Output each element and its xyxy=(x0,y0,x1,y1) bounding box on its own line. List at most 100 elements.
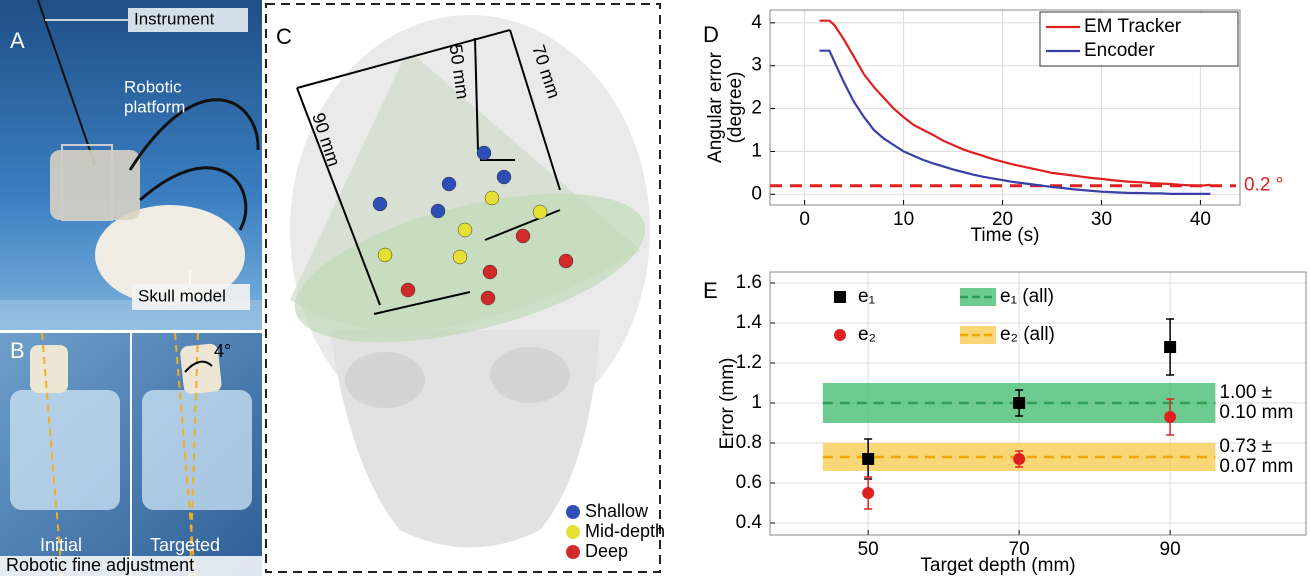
x-tick-label: 70 xyxy=(1009,539,1030,560)
data-point xyxy=(1013,453,1026,465)
x-tick-label: 30 xyxy=(1091,209,1112,230)
panel-label: C xyxy=(276,24,292,49)
legend-marker xyxy=(566,505,580,519)
band-label: 0.07 mm xyxy=(1219,456,1293,477)
y-tick-label: 0.4 xyxy=(736,512,763,533)
y-tick-label: 0.8 xyxy=(736,432,762,453)
dimension-line xyxy=(474,37,479,151)
legend-label: e₂ (all) xyxy=(1000,324,1055,345)
legend-label: Deep xyxy=(585,541,628,561)
data-point xyxy=(1013,397,1026,409)
x-tick-label: 20 xyxy=(992,209,1013,230)
y-tick-label: 3 xyxy=(751,55,762,76)
y-tick-label: 1 xyxy=(751,392,762,413)
legend-label: Shallow xyxy=(585,501,649,521)
instrument-head xyxy=(180,343,222,394)
data-point xyxy=(1164,411,1177,423)
target-sphere xyxy=(476,145,492,161)
y-tick-label: 2 xyxy=(751,98,762,119)
target-sphere xyxy=(457,222,473,238)
target-sphere xyxy=(532,204,548,220)
target-sphere xyxy=(482,264,498,280)
x-tick-label: 10 xyxy=(893,209,914,230)
target-sphere xyxy=(480,290,496,306)
legend-label: e₁ (all) xyxy=(1000,286,1054,307)
target-sphere xyxy=(372,196,388,212)
axis-guide xyxy=(189,332,199,576)
legend-marker xyxy=(566,545,580,559)
cone-base xyxy=(294,193,646,343)
data-point xyxy=(862,487,875,499)
instrument-head xyxy=(30,345,68,393)
band-label: 1.00 ± xyxy=(1219,382,1272,403)
axis-guide xyxy=(174,332,196,576)
angle-arc xyxy=(184,360,213,373)
skull-model xyxy=(95,205,245,305)
y-axis-label: (degree) xyxy=(725,72,746,144)
legend-label: Mid-depth xyxy=(585,521,665,541)
angle-label: 4° xyxy=(214,341,231,361)
y-tick-label: 1.2 xyxy=(736,352,762,373)
dimension-line xyxy=(296,87,381,306)
data-line xyxy=(819,49,1211,195)
plot-frame xyxy=(769,9,1241,206)
caption-box xyxy=(0,556,262,576)
device xyxy=(10,390,120,510)
callout: Instrument xyxy=(134,9,215,28)
legend-label: e₂ xyxy=(858,324,876,345)
device xyxy=(142,390,252,510)
panel-b: B 4° Initial Targeted Robotic fine adjus… xyxy=(0,332,262,576)
y-axis-label: Angular error xyxy=(705,51,726,163)
orbit xyxy=(345,352,425,408)
target-sphere xyxy=(515,228,531,244)
y-tick-label: 1 xyxy=(751,140,762,161)
target-sphere xyxy=(452,249,468,265)
legend-label: Encoder xyxy=(1084,40,1155,61)
target-sphere xyxy=(441,176,457,192)
data-point xyxy=(862,453,875,465)
panel-label: B xyxy=(10,338,25,363)
panel-label: A xyxy=(10,28,25,53)
legend-box xyxy=(1039,11,1239,67)
legend-label: e₁ xyxy=(858,286,875,307)
callout: Skull model xyxy=(138,286,226,305)
panel-a: A Instrument Robotic platform Skull mode… xyxy=(0,0,262,330)
x-tick-label: 0 xyxy=(799,209,810,230)
target-sphere xyxy=(496,169,512,185)
data-line xyxy=(819,19,1211,187)
legend-marker xyxy=(834,291,846,303)
y-tick-label: 0.6 xyxy=(736,472,762,493)
axis-guide xyxy=(41,332,63,576)
callout-box xyxy=(132,284,250,310)
y-tick-label: 4 xyxy=(751,12,762,33)
legend-marker xyxy=(834,329,846,341)
band-label: 0.10 mm xyxy=(1219,402,1293,423)
dimension-line xyxy=(484,209,561,241)
robotic-platform xyxy=(50,150,140,220)
y-tick-label: 0 xyxy=(751,183,762,204)
cables xyxy=(128,98,260,231)
plot-frame xyxy=(769,271,1307,536)
instrument-shaft xyxy=(37,0,96,166)
band-label: 0.73 ± xyxy=(1219,436,1272,457)
panel-label: D xyxy=(703,22,719,47)
x-tick-label: 90 xyxy=(1160,539,1181,560)
callout: Robotic xyxy=(124,77,182,96)
target-sphere xyxy=(400,282,416,298)
y-tick-label: 1.6 xyxy=(736,272,762,293)
x-axis-label: Time (s) xyxy=(971,225,1040,246)
x-tick-label: 50 xyxy=(858,539,879,560)
callout-box xyxy=(128,8,248,32)
target-sphere xyxy=(377,247,393,263)
y-tick-label: 1.4 xyxy=(736,312,763,333)
legend-marker xyxy=(566,525,580,539)
y-axis-label: Error (mm) xyxy=(717,358,738,450)
panel-label: E xyxy=(703,278,718,303)
dimension-line xyxy=(373,291,471,315)
target-sphere xyxy=(430,203,446,219)
x-tick-label: 40 xyxy=(1190,209,1211,230)
target-sphere xyxy=(484,190,500,206)
view-label: Initial xyxy=(40,535,82,555)
callout: platform xyxy=(124,97,185,116)
